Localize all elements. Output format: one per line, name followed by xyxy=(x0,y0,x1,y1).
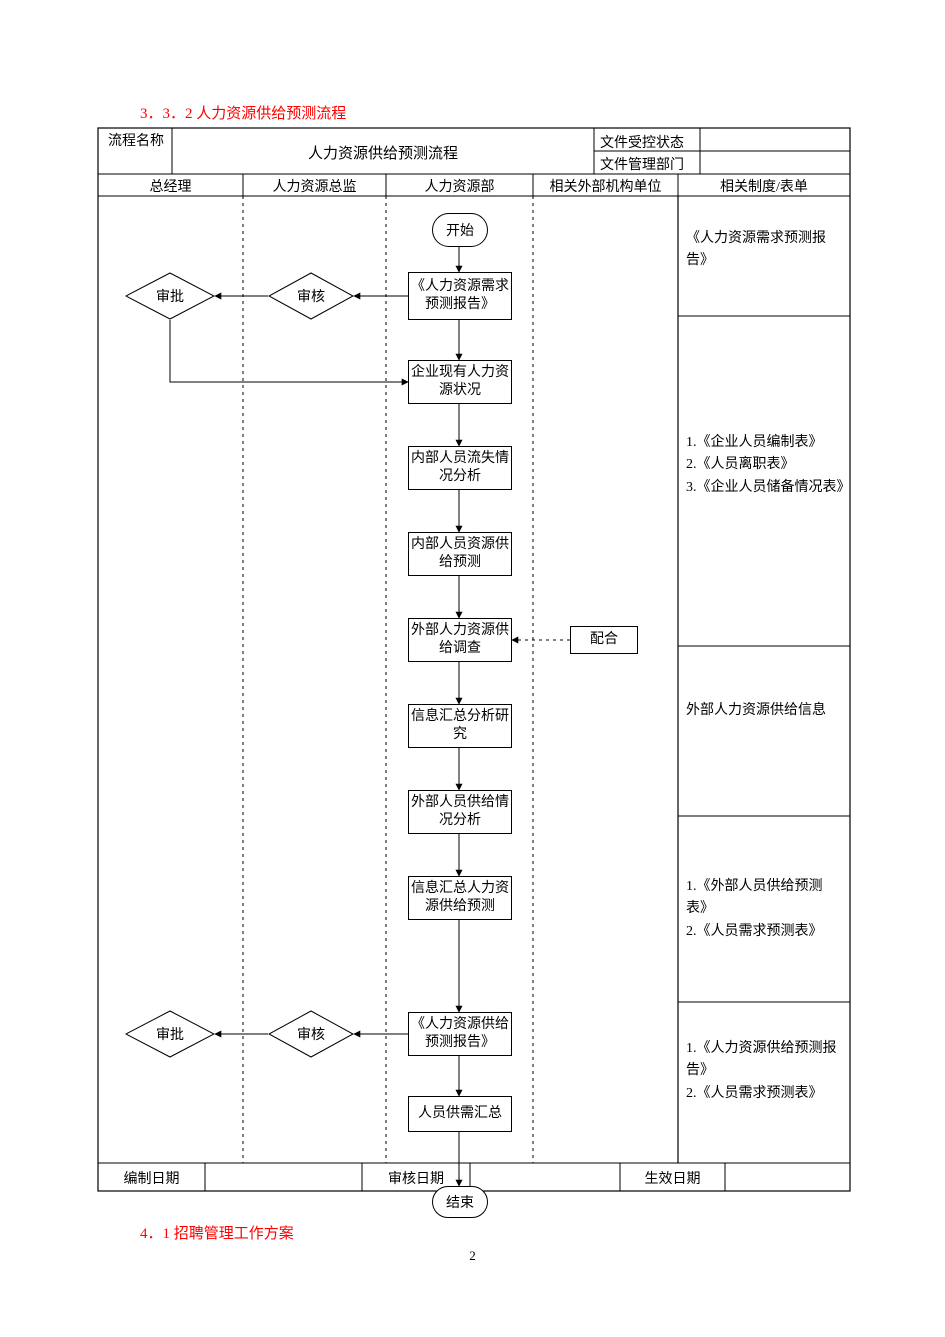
box-supply-demand-summary: 人员供需汇总 xyxy=(408,1096,512,1132)
box-internal-flow-analysis: 内部人员流失情况分析 xyxy=(408,446,512,490)
header-title: 人力资源供给预测流程 xyxy=(172,142,594,163)
side-panel-2: 1.《企业人员编制表》 2.《人员离职表》 3.《企业人员储备情况表》 xyxy=(686,432,846,499)
lane-header-2: 人力资源部 xyxy=(386,176,533,196)
side-panel-3: 外部人力资源供给信息 xyxy=(686,700,842,722)
box-current-status: 企业现有人力资源状况 xyxy=(408,360,512,404)
diagram-lines xyxy=(0,0,945,1337)
diamond-review-2: 审核 xyxy=(268,1010,354,1058)
header-doc-dept-label: 文件管理部门 xyxy=(600,154,698,174)
lane-header-4: 相关制度/表单 xyxy=(678,176,850,196)
footer-effective-date-label: 生效日期 xyxy=(620,1168,725,1188)
diamond-review-1: 审核 xyxy=(268,272,354,320)
box-cooperate: 配合 xyxy=(570,626,638,654)
box-internal-resource-forecast: 内部人员资源供给预测 xyxy=(408,532,512,576)
lane-header-1: 人力资源总监 xyxy=(243,176,386,196)
box-summary-forecast: 信息汇总人力资源供给预测 xyxy=(408,876,512,920)
footer-review-date-label: 审核日期 xyxy=(362,1168,470,1188)
diamond-approve-2: 审批 xyxy=(125,1010,215,1058)
header-name-label: 流程名称 xyxy=(104,132,168,152)
box-external-survey: 外部人力资源供给调查 xyxy=(408,618,512,662)
diamond-review-1-label: 审核 xyxy=(268,272,354,320)
page-number: 2 xyxy=(0,1248,945,1264)
footer-compile-date-label: 编制日期 xyxy=(98,1168,205,1188)
diamond-approve-1: 审批 xyxy=(125,272,215,320)
box-info-summary: 信息汇总分析研究 xyxy=(408,704,512,748)
diamond-review-2-label: 审核 xyxy=(268,1010,354,1058)
side-panel-1: 《人力资源需求预测报告》 xyxy=(686,228,842,273)
diamond-approve-2-label: 审批 xyxy=(125,1010,215,1058)
box-external-analysis: 外部人员供给情况分析 xyxy=(408,790,512,834)
header-doc-status-label: 文件受控状态 xyxy=(600,132,698,152)
lane-header-0: 总经理 xyxy=(98,176,243,196)
side-panel-5: 1.《人力资源供给预测报告》 2.《人员需求预测表》 xyxy=(686,1038,846,1105)
lane-header-3: 相关外部机构单位 xyxy=(533,176,678,196)
box-report: 《人力资源需求预测报告》 xyxy=(408,272,512,320)
section-heading-bottom: 4．1 招聘管理工作方案 xyxy=(140,1222,294,1243)
diamond-approve-1-label: 审批 xyxy=(125,272,215,320)
start-terminator: 开始 xyxy=(432,213,488,247)
side-panel-4: 1.《外部人员供给预测表》 2.《人员需求预测表》 xyxy=(686,876,846,943)
end-terminator: 结束 xyxy=(432,1186,488,1218)
box-supply-report: 《人力资源供给预测报告》 xyxy=(408,1012,512,1056)
